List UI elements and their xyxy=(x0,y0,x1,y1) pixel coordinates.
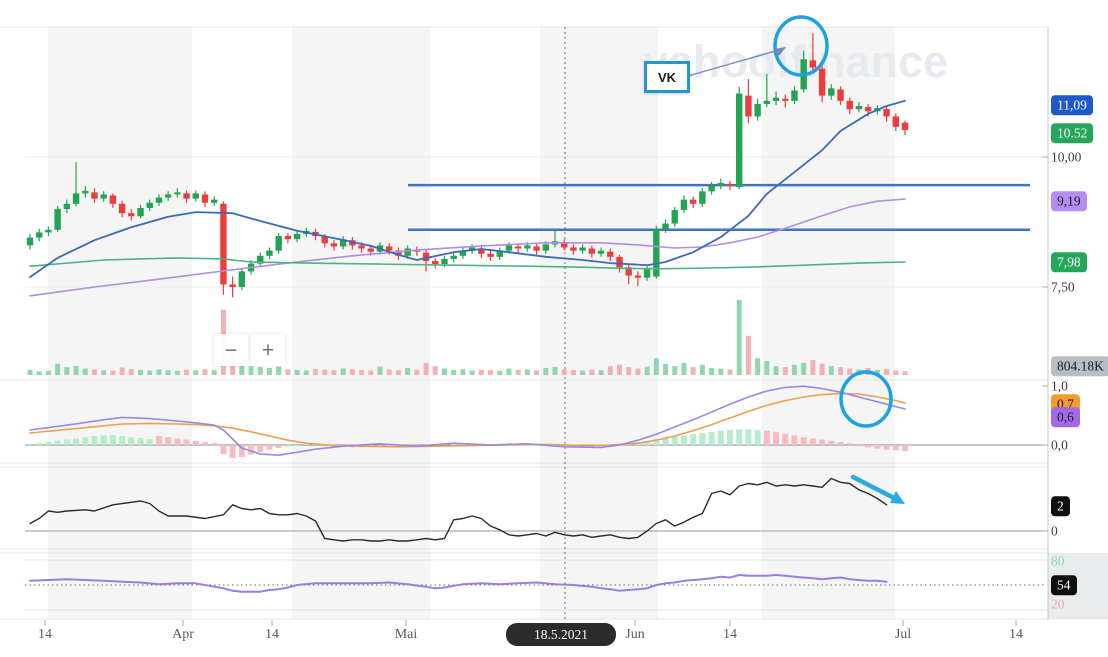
highlight-circle-macd-cross xyxy=(839,370,893,428)
time-axis-label: 14 xyxy=(1009,627,1023,642)
price-axis-label: 9,19 xyxy=(1051,191,1087,211)
price-axis-label: 10.52 xyxy=(1051,123,1094,143)
time-axis-label: 14 xyxy=(723,627,737,642)
price-axis-label: 7,50 xyxy=(1051,279,1075,295)
time-axis-label: 14 xyxy=(265,627,279,642)
price-axis-label: 804.18K xyxy=(1051,356,1108,376)
selected-date-pill: 18.5.2021 xyxy=(506,623,616,646)
time-axis-label: Jul xyxy=(894,627,912,642)
price-axis-label: 0,0 xyxy=(1051,437,1068,453)
price-axis-label: 11,09 xyxy=(1051,95,1093,115)
price-axis-label: 54 xyxy=(1051,575,1077,595)
price-axis-label: 20 xyxy=(1051,596,1065,612)
chart-annotations xyxy=(687,15,905,504)
price-axis-label: 0 xyxy=(1051,523,1058,539)
time-axis-label: Jun xyxy=(625,627,645,642)
time-axis-label: Apr xyxy=(172,627,194,642)
price-axis-label: 0,6 xyxy=(1051,407,1080,427)
time-axis-label: Mai xyxy=(394,627,418,642)
price-axis-label: 2 xyxy=(1051,496,1070,516)
vk-annotation-label: VK xyxy=(644,61,690,93)
price-axis-label: 7,98 xyxy=(1051,252,1087,272)
time-axis-label: 14 xyxy=(38,627,52,642)
zoom-in-button[interactable]: + xyxy=(251,334,285,366)
vk-arrow-head xyxy=(774,47,786,56)
price-axis-label: 80 xyxy=(1051,553,1065,569)
chart-background xyxy=(0,26,1108,626)
down-arrow-head xyxy=(890,491,905,504)
highlight-circle-peak xyxy=(773,15,829,77)
yahoo-finance-watermark: yahoo!finance xyxy=(643,36,948,87)
price-axis-label: 1,0 xyxy=(1051,378,1068,394)
price-axis-label: 10,00 xyxy=(1051,149,1082,165)
zoom-out-button[interactable]: − xyxy=(214,334,248,366)
zoom-controls: − + xyxy=(214,334,285,366)
chart-series xyxy=(26,33,909,593)
